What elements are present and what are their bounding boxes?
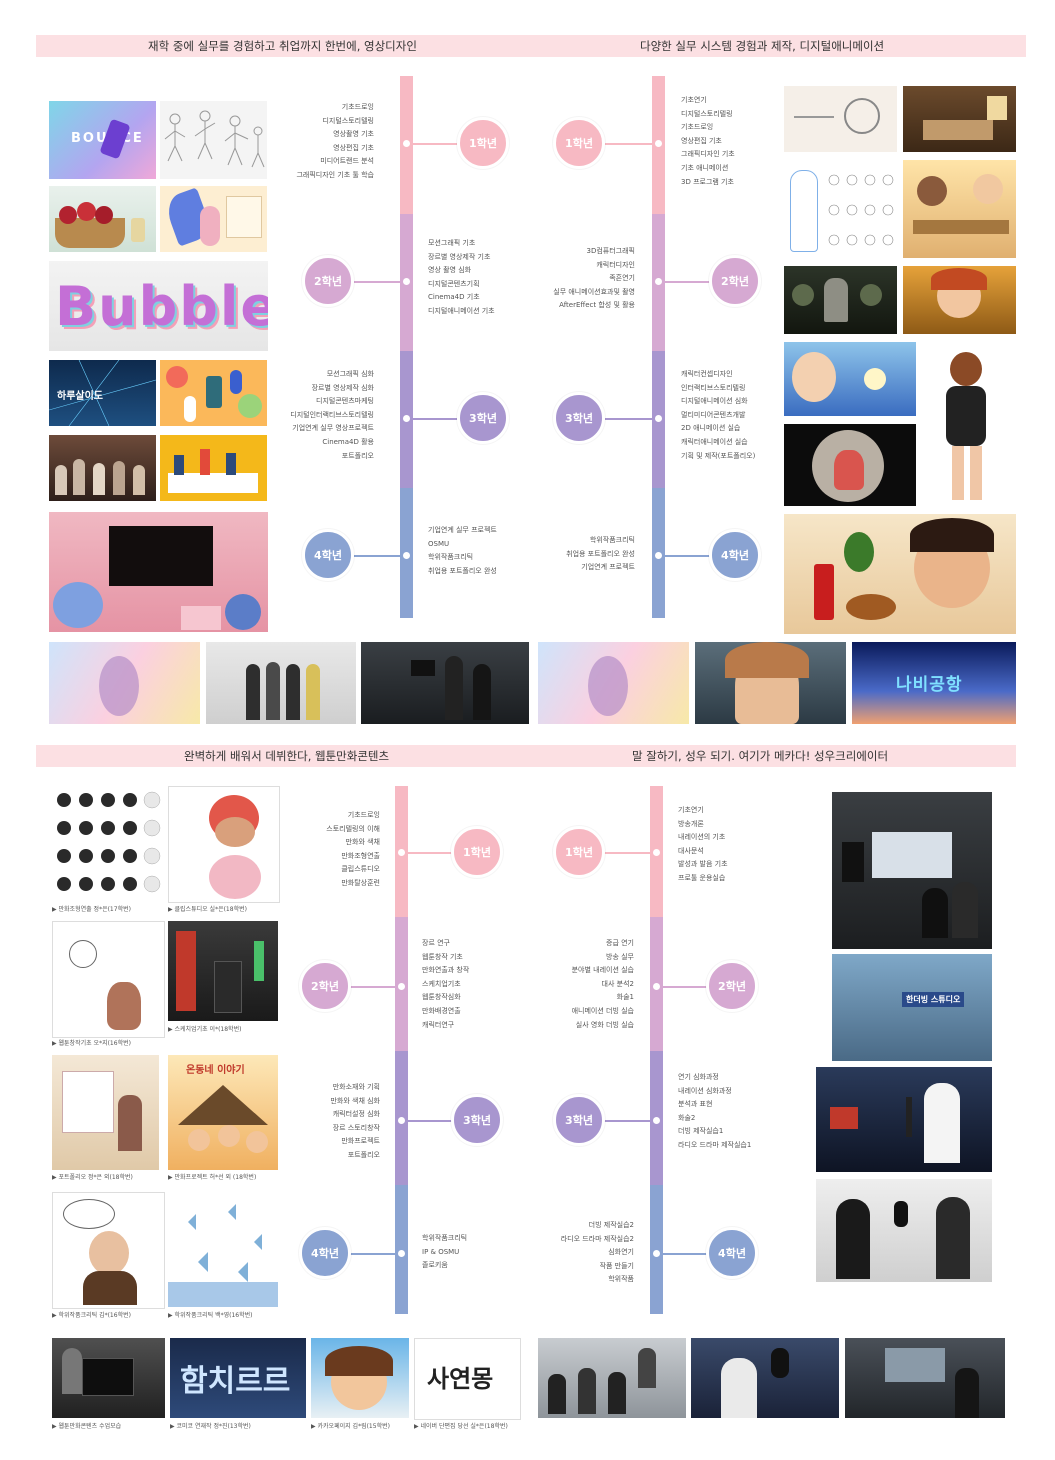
caption-w4b: ▶ 학위작품크리틱 백*영(16학번): [168, 1312, 253, 1319]
node-vc-y4: 4학년: [706, 1227, 758, 1279]
timeline-bar-y4: [395, 1185, 408, 1314]
course-list-wt-y1: 기초드로잉 스토리텔링의 이해 만화와 색채 만화조형연출 클립스튜디오 만화탈상훈련: [326, 811, 380, 887]
caption-w1a: ▶ 만화조형연출 정*은(17학번): [52, 906, 131, 913]
node-vc-y1: 1학년: [553, 826, 605, 878]
node-wt-y4: 4학년: [299, 1227, 351, 1279]
caption-w2b: ▶ 스케치업기초 이*(18학번): [168, 1026, 242, 1033]
artwork-boy-character: [903, 266, 1016, 334]
artwork-theater: [49, 512, 268, 632]
course-list-vd-y3: 모션그래픽 심화 장르별 영상제작 심화 디지털콘텐츠마케팅 디지털인터랙티브스토리텔…: [290, 370, 374, 460]
course-list-vc-y1: 기초연기 방송개론 내레이션의 기초 대사문석 발성과 발음 기초 프로툴 운용실습: [678, 806, 728, 882]
artwork-sketchup-building: [168, 921, 278, 1021]
node-vd-y1: 1학년: [457, 117, 509, 169]
caption-w4a: ▶ 학위작품크리틱 김*(16학번): [52, 1312, 131, 1319]
artwork-fruit-promo: [160, 360, 267, 426]
node-vd-y2: 2학년: [302, 255, 354, 307]
artwork-3d-armwrestle: [903, 160, 1016, 258]
node-wt-y2: 2학년: [299, 960, 351, 1012]
course-list-vd-y2: 모션그래픽 기초 장르별 영상제작 기초 영상 촬영 심화 디지털콘텐츠기획 Cinem…: [428, 239, 495, 315]
artwork-portfolio-house: [52, 1055, 159, 1170]
artwork-redhair-comic: [168, 786, 280, 903]
photo-dubbing-studio-sign: 한더빙 스튜디오: [832, 954, 992, 1061]
banner-bottom: 완벽하게 배워서 데뷔한다, 웹툰만화콘텐츠 말 잘하기, 성우 되기. 여기가…: [36, 745, 1016, 767]
artwork-girl-sunset: [784, 342, 916, 416]
node-vc-y3: 3학년: [553, 1094, 605, 1146]
node-vd-y4: 4학년: [302, 529, 354, 581]
banner-voice: 말 잘하기, 성우 되기. 여기가 메카다! 성우크리에이터: [632, 749, 889, 763]
caption-w1b: ▶ 클립스튜디오 실*은(18학번): [168, 906, 247, 913]
artwork-pastel-girl-1: [49, 642, 200, 724]
artwork-butterfly-girl: [695, 642, 846, 724]
artwork-office-yellow: [160, 435, 267, 501]
node-an-y4: 4학년: [709, 529, 761, 581]
photo-mic-booth: [816, 1067, 992, 1172]
node-vc-y2: 2학년: [706, 960, 758, 1012]
caption-b4: ▶ 네이버 단편집 당선 실*은(18학번): [414, 1423, 508, 1430]
artwork-apples: [49, 186, 156, 252]
photo-recording-desk: [832, 792, 992, 949]
caption-w3a: ▶ 포트폴리오 정*은 외(18학번): [52, 1174, 133, 1181]
caption-w2a: ▶ 웹툰창작기초 오*지(16학번): [52, 1040, 131, 1047]
course-list-vc-y4: 더빙 제작실습2 라디오 드라마 제작실습2 심화연기 작품 만들기 학위작품: [560, 1221, 634, 1284]
artwork-dragon-comic: [52, 921, 165, 1038]
artwork-pastel-girl-2: [538, 642, 689, 724]
artwork-nabi: 나비공항: [852, 642, 1016, 724]
photo-group-hanok: [49, 435, 156, 501]
artwork-kakao-cover: [311, 1338, 409, 1418]
artwork-haru: 하루살이도: [49, 360, 156, 426]
artwork-butterflies: [168, 1192, 278, 1307]
timeline-bar-y4: [650, 1185, 663, 1314]
node-an-y3: 3학년: [553, 392, 605, 444]
photo-mic-recording: [691, 1338, 839, 1418]
course-list-vd-y1: 기초드로잉 디지털스토리텔링 영상촬영 기초 영상편집 기초 미디어트랜드 분석 그래픽디…: [296, 103, 374, 179]
artwork-storyboard: [784, 86, 897, 152]
artwork-hamchi: 함치르르: [170, 1338, 306, 1418]
node-an-y1: 1학년: [553, 117, 605, 169]
photo-voice-actors: [816, 1179, 992, 1282]
banner-animation: 다양한 실무 시스템 경험과 제작, 디지털애니메이션: [640, 39, 885, 53]
course-list-wt-y3: 만화소재와 기획 만화와 색채 심화 캐릭터설정 심화 장르 스토리창작 만화프로젝트 포…: [330, 1083, 380, 1159]
node-wt-y3: 3학년: [451, 1094, 503, 1146]
photo-camera-shoot: [361, 642, 529, 724]
photo-webtoon-class: [52, 1338, 165, 1418]
artwork-bubble: Bubble: [49, 261, 268, 351]
artwork-dark-characters: [784, 266, 897, 334]
photo-mixing-console: [845, 1338, 1005, 1418]
course-list-wt-y2: 장르 연구 웹툰창작 기초 만화연출과 창작 스케치업기초 웹툰창작심화 만화배경연출 캐릭…: [422, 939, 470, 1029]
artwork-fairy: [160, 186, 267, 252]
caption-b2: ▶ 코미코 연재작 정*진(13학번): [170, 1423, 251, 1430]
course-list-vd-y4: 기업연계 실무 프로젝트 OSMU 학위작품크리틱 취업용 포트폴리오 완성: [428, 526, 497, 575]
node-an-y2: 2학년: [709, 255, 761, 307]
photo-students-exhibit: [206, 642, 356, 724]
artwork-3d-room: [903, 86, 1016, 152]
artwork-glasses-man: [52, 1192, 165, 1309]
course-list-vc-y2: 증급 연기 방송 실무 분야별 내레이션 실습 대사 분석2 화술1 애니메이션 더빙 실…: [571, 939, 634, 1029]
course-list-vc-y3: 연기 심화과정 내레이션 심화과정 분석과 표현 화술2 더빙 제작실습1 라디오 드라마…: [678, 1073, 752, 1149]
artwork-3d-burger: [784, 514, 1016, 634]
artwork-sketch-figures: [160, 101, 267, 179]
artwork-witch-moon: [784, 424, 916, 506]
course-list-an-y3: 캐릭터컨셉디자인 인터랙티브스토리텔링 디지털애니메이션 심화 멀티미디어콘텐츠개발 2…: [681, 370, 756, 460]
course-list-wt-y4: 학위작품크리틱 IP & OSMU 졸로키움: [422, 1234, 468, 1270]
node-wt-y1: 1학년: [451, 826, 503, 878]
artwork-sayeon: 사연몽: [414, 1338, 521, 1420]
course-list-an-y4: 학위작품크리틱 취업용 포트폴리오 완성 기업연계 프로젝트: [566, 536, 635, 572]
course-list-an-y1: 기초연기 디지털스토리텔링 기초드로잉 영상편집 기초 그래픽디자인 기초 기초 애니메이…: [681, 96, 735, 186]
artwork-ondongne: 온동네 이야기: [168, 1055, 278, 1170]
caption-b1: ▶ 웹툰만화콘텐츠 수업모습: [52, 1423, 122, 1430]
artwork-character-sketch: [784, 160, 897, 258]
banner-webtoon: 완벽하게 배워서 데뷔한다, 웹툰만화콘텐츠: [184, 749, 390, 763]
course-list-an-y2: 3D컴퓨터그래픽 캐릭터디자인 족흔연기 실무 애니메이션효과및 촬영 AfterEff…: [553, 247, 635, 310]
caption-w3b: ▶ 만화프로젝트 허*선 외 (18학번): [168, 1174, 257, 1181]
photo-voice-class: [538, 1338, 686, 1418]
artwork-bounce: BOUNCE: [49, 101, 156, 179]
banner-video-design: 재학 중에 실무를 경험하고 취업까지 한번에, 영상디자인: [148, 39, 417, 53]
caption-b3: ▶ 카카오페이지 김*림(15학번): [311, 1423, 390, 1430]
artwork-emoticon-grid: [52, 786, 163, 901]
node-vd-y3: 3학년: [457, 392, 509, 444]
banner-top: 재학 중에 실무를 경험하고 취업까지 한번에, 영상디자인 다양한 실무 시스…: [36, 35, 1026, 57]
artwork-catgirl: [920, 342, 1016, 506]
